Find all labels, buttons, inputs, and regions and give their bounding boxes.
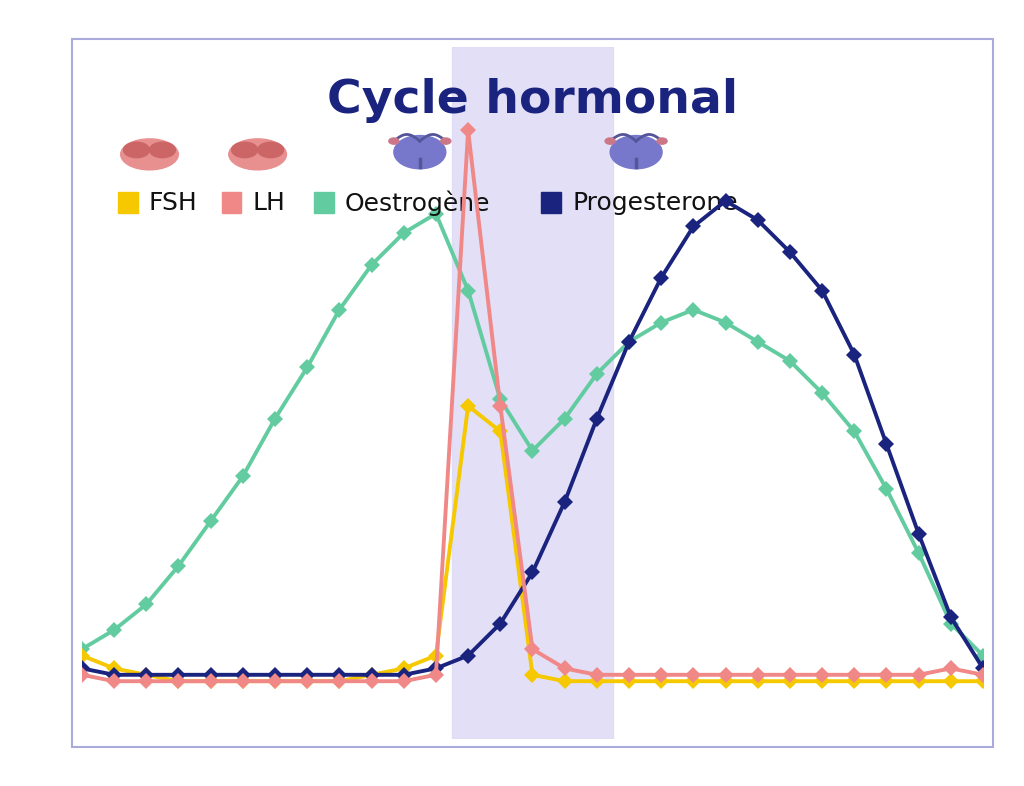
Ellipse shape — [150, 142, 175, 158]
Text: Cycle hormonal: Cycle hormonal — [327, 79, 738, 123]
Ellipse shape — [389, 138, 399, 144]
Ellipse shape — [258, 142, 284, 158]
Bar — [542, 193, 561, 213]
Ellipse shape — [657, 138, 667, 144]
Ellipse shape — [610, 135, 663, 169]
Ellipse shape — [605, 138, 615, 144]
Bar — [221, 193, 242, 213]
Bar — [314, 193, 334, 213]
Ellipse shape — [228, 139, 287, 170]
Ellipse shape — [440, 138, 451, 144]
Bar — [118, 193, 138, 213]
Text: Oestrogène: Oestrogène — [345, 190, 490, 215]
Ellipse shape — [124, 142, 150, 158]
Bar — [452, 47, 613, 739]
Text: FSH: FSH — [148, 191, 198, 215]
Ellipse shape — [231, 142, 258, 158]
Text: Progesterone: Progesterone — [572, 191, 737, 215]
Ellipse shape — [394, 135, 445, 169]
Ellipse shape — [121, 139, 178, 170]
Text: LH: LH — [252, 191, 285, 215]
